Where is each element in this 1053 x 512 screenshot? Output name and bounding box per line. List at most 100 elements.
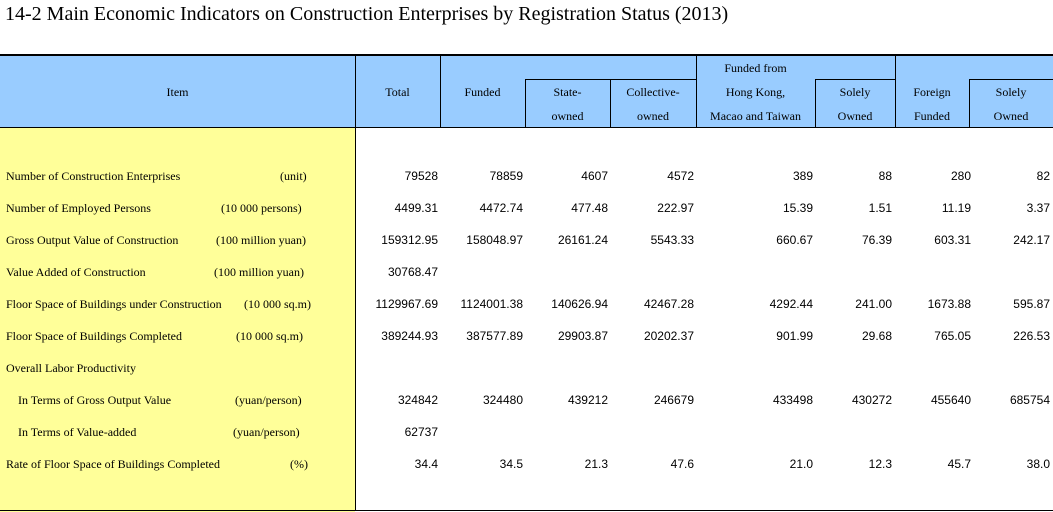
row-unit: (yuan/person) bbox=[235, 393, 302, 407]
cell-foreign-solely-owned: 242.17 bbox=[1013, 233, 1050, 247]
header-hk-line3: Macao and Taiwan bbox=[710, 109, 801, 123]
cell-collective-owned: 20202.37 bbox=[643, 329, 694, 343]
row-unit: (10 000 sq.m) bbox=[244, 297, 311, 311]
header-collective-line2: owned bbox=[637, 109, 669, 123]
row-unit: (100 million yuan) bbox=[214, 265, 304, 279]
cell-collective-owned: 42467.28 bbox=[643, 297, 694, 311]
cell-state-owned: 29903.87 bbox=[557, 329, 608, 343]
vline-hk-right bbox=[815, 79, 816, 127]
cell-hk-macao-taiwan: 389 bbox=[792, 169, 813, 183]
cell-hk-macao-taiwan: 901.99 bbox=[776, 329, 813, 343]
cell-funded: 324480 bbox=[482, 393, 523, 407]
header-solely-owned-1-line1: Solely bbox=[839, 85, 871, 99]
item-column-background bbox=[0, 127, 355, 512]
cell-foreign-funded: 45.7 bbox=[947, 457, 971, 471]
cell-foreign-funded: 603.31 bbox=[934, 233, 971, 247]
vline-solely1-right bbox=[895, 55, 896, 127]
cell-foreign-solely-owned: 38.0 bbox=[1026, 457, 1050, 471]
cell-collective-owned: 47.6 bbox=[670, 457, 694, 471]
cell-total: 324842 bbox=[397, 393, 438, 407]
vline-item-right bbox=[355, 55, 356, 510]
cell-collective-owned: 4572 bbox=[667, 169, 694, 183]
vline-funded-right bbox=[525, 79, 526, 127]
cell-foreign-funded: 455640 bbox=[930, 393, 971, 407]
cell-hk-solely-owned: 1.51 bbox=[868, 201, 892, 215]
header-solely-owned-2-line1: Solely bbox=[995, 85, 1027, 99]
cell-hk-macao-taiwan: 660.67 bbox=[776, 233, 813, 247]
cell-foreign-solely-owned: 3.37 bbox=[1026, 201, 1050, 215]
cell-foreign-funded: 280 bbox=[950, 169, 971, 183]
row-unit: (unit) bbox=[280, 169, 307, 183]
cell-foreign-solely-owned: 595.87 bbox=[1013, 297, 1050, 311]
header-solely-owned-2-line2: Owned bbox=[993, 109, 1029, 123]
top-border bbox=[0, 54, 1053, 56]
row-unit: (yuan/person) bbox=[233, 425, 300, 439]
cell-state-owned: 21.3 bbox=[584, 457, 608, 471]
cell-hk-solely-owned: 241.00 bbox=[855, 297, 892, 311]
cell-state-owned: 26161.24 bbox=[557, 233, 608, 247]
row-label: Overall Labor Productivity bbox=[6, 361, 136, 375]
header-bottom-border bbox=[0, 127, 1053, 128]
row-unit: (10 000 sq.m) bbox=[236, 329, 303, 343]
cell-foreign-funded: 765.05 bbox=[934, 329, 971, 343]
header-state-line1: State- bbox=[553, 85, 582, 99]
row-label: Number of Employed Persons bbox=[6, 201, 151, 215]
cell-state-owned: 439212 bbox=[567, 393, 608, 407]
cell-hk-macao-taiwan: 15.39 bbox=[782, 201, 813, 215]
cell-total: 34.4 bbox=[414, 457, 438, 471]
subheader-line-hk bbox=[815, 79, 895, 80]
cell-state-owned: 140626.94 bbox=[551, 297, 608, 311]
header-solely-owned-1-line2: Owned bbox=[837, 109, 873, 123]
cell-state-owned: 4607 bbox=[581, 169, 608, 183]
header-item: Item bbox=[166, 85, 189, 99]
cell-hk-solely-owned: 12.3 bbox=[868, 457, 892, 471]
cell-total: 389244.93 bbox=[381, 329, 438, 343]
table-title: 14-2 Main Economic Indicators on Constru… bbox=[5, 3, 729, 25]
cell-funded: 78859 bbox=[489, 169, 523, 183]
cell-total: 79528 bbox=[404, 169, 438, 183]
header-state-line2: owned bbox=[551, 109, 584, 123]
cell-funded: 158048.97 bbox=[466, 233, 523, 247]
header-hk-line1: Funded from bbox=[724, 61, 787, 75]
header-funded: Funded bbox=[464, 85, 501, 99]
row-label: In Terms of Gross Output Value bbox=[18, 393, 172, 407]
cell-total: 30768.47 bbox=[387, 265, 438, 279]
cell-collective-owned: 222.97 bbox=[657, 201, 694, 215]
cell-foreign-solely-owned: 82 bbox=[1036, 169, 1050, 183]
row-label: Rate of Floor Space of Buildings Complet… bbox=[6, 457, 220, 471]
cell-funded: 1124001.38 bbox=[460, 297, 523, 311]
row-label: Value Added of Construction bbox=[6, 265, 146, 279]
cell-hk-macao-taiwan: 21.0 bbox=[789, 457, 813, 471]
cell-total: 62737 bbox=[404, 425, 438, 439]
header-foreign-line1: Foreign bbox=[913, 85, 951, 99]
vline-foreign-right bbox=[969, 79, 970, 127]
cell-total: 4499.31 bbox=[394, 201, 438, 215]
cell-foreign-solely-owned: 226.53 bbox=[1013, 329, 1050, 343]
row-unit: (10 000 persons) bbox=[221, 201, 302, 215]
cell-foreign-funded: 11.19 bbox=[941, 201, 971, 215]
header-background bbox=[0, 55, 1053, 127]
cell-funded: 34.5 bbox=[499, 457, 523, 471]
cell-total: 159312.95 bbox=[381, 233, 438, 247]
cell-hk-solely-owned: 88 bbox=[878, 169, 892, 183]
row-label: Number of Construction Enterprises bbox=[6, 169, 181, 183]
cell-funded: 387577.89 bbox=[466, 329, 523, 343]
cell-hk-macao-taiwan: 4292.44 bbox=[769, 297, 813, 311]
row-unit: (100 million yuan) bbox=[216, 233, 306, 247]
row-unit: (%) bbox=[290, 457, 308, 471]
vline-total-right bbox=[440, 55, 441, 127]
cell-hk-solely-owned: 430272 bbox=[851, 393, 892, 407]
cell-hk-solely-owned: 29.68 bbox=[861, 329, 892, 343]
cell-state-owned: 477.48 bbox=[571, 201, 608, 215]
cell-foreign-funded: 1673.88 bbox=[927, 297, 971, 311]
bottom-border bbox=[0, 510, 1053, 511]
cell-total: 1129967.69 bbox=[375, 297, 438, 311]
cell-funded: 4472.74 bbox=[479, 201, 523, 215]
cell-hk-macao-taiwan: 433498 bbox=[772, 393, 813, 407]
row-label: Gross Output Value of Construction bbox=[6, 233, 179, 247]
header-total: Total bbox=[385, 85, 410, 99]
cell-foreign-solely-owned: 685754 bbox=[1009, 393, 1050, 407]
subheader-line-foreign bbox=[969, 79, 1053, 80]
row-label: In Terms of Value-added bbox=[18, 425, 137, 439]
header-collective-line1: Collective- bbox=[626, 85, 680, 99]
